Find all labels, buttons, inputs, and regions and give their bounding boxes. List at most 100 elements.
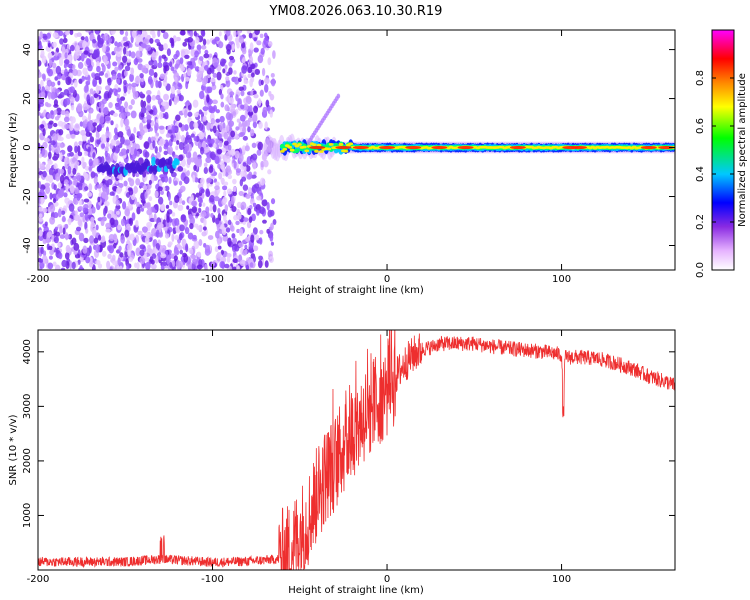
- spectrogram-noise-dot: [241, 65, 248, 74]
- spectrogram-noise-dot: [228, 120, 235, 128]
- spectrogram-noise-dot: [58, 252, 63, 260]
- spectrogram-noise-dot: [153, 213, 157, 223]
- spectrogram-noise-dot: [242, 184, 249, 191]
- spectrogram-noise-dot: [183, 109, 188, 119]
- snr-y-axis-title: SNR (10 * v/v): [8, 414, 19, 485]
- spectrogram-noise-dot: [130, 110, 137, 119]
- spectrogram-noise-dot: [159, 139, 164, 145]
- spectrogram-noise-dot: [270, 72, 275, 78]
- snr-y-ticks: 1000 2000 3000 4000: [22, 339, 675, 528]
- spectrogram-noise-dot: [57, 208, 62, 218]
- spectrogram-noise-dot: [76, 174, 82, 182]
- spectrogram-noise-dot: [185, 80, 189, 90]
- spectrogram-noise-dot: [180, 30, 186, 36]
- spectrogram-noise-dot: [175, 145, 179, 151]
- spectrogram-noise-dot: [62, 227, 66, 235]
- spectrogram-noise-dot: [46, 113, 53, 119]
- spectrogram-noise-dot: [217, 163, 221, 169]
- spectrogram-noise-dot: [83, 198, 90, 203]
- spectrogram-noise-dot: [206, 94, 210, 103]
- spectrogram-noise-dot: [177, 165, 184, 172]
- spectrogram-noise-dot: [226, 188, 233, 195]
- spectrogram-noise-dot: [222, 68, 226, 74]
- spectrogram-noise-dot: [174, 218, 180, 226]
- spectrogram-noise-dot: [76, 182, 80, 187]
- spectrogram-noise-dot: [162, 247, 166, 255]
- snr-x-axis-title: Height of straight line (km): [288, 585, 424, 596]
- spectrogram-noise-dot: [92, 79, 97, 88]
- spectrogram-noise-dot: [74, 187, 79, 195]
- spectrogram-noise-dot: [170, 86, 176, 95]
- spectrogram-noise-dot: [83, 237, 89, 244]
- spectrogram-noise-dot: [264, 260, 269, 268]
- spectrogram-noise-dot: [239, 228, 244, 237]
- spectrogram-noise-dot: [108, 101, 113, 109]
- spectrogram-noise-dot: [101, 235, 106, 242]
- spectrogram-noise-dot: [41, 55, 47, 64]
- spectrogram-noise-dot: [52, 32, 59, 38]
- spectrogram-noise-dot: [130, 146, 135, 154]
- spectrogram-noise-dot: [160, 30, 166, 34]
- spectrogram-x-ticks: -200 -100 0 100: [27, 30, 571, 285]
- spectrogram-noise-dot: [220, 101, 225, 108]
- spectrogram-noise-dot: [234, 150, 240, 159]
- spectrogram-noise-dot: [238, 36, 245, 44]
- spectrogram-noise-dot: [110, 154, 114, 162]
- spectrogram-noise-dot: [38, 71, 42, 78]
- spectrogram-noise-dot: [123, 79, 127, 86]
- spectrogram-noise-dot: [162, 261, 168, 267]
- spectrogram-noise-dot: [64, 223, 69, 229]
- spectrogram-noise-dot: [249, 78, 253, 88]
- spectrogram-noise-dot: [92, 38, 97, 44]
- spectrogram-noise-dot: [119, 105, 125, 114]
- spectrogram-noise-dot: [100, 63, 105, 68]
- spectrogram-noise-dot: [150, 136, 156, 142]
- spectrogram-noise-dot: [54, 264, 61, 270]
- spectrogram-noise-dot: [169, 200, 173, 206]
- spectrogram-noise-dot: [140, 43, 147, 48]
- spectrogram-noise-dot: [217, 207, 221, 215]
- spectrogram-noise-dot: [259, 206, 265, 215]
- spectrogram-noise-dot: [235, 126, 240, 131]
- spectrogram-noise-dot: [128, 104, 133, 110]
- spectrogram-noise-dot: [59, 91, 65, 98]
- spectrogram-noise-dot: [253, 47, 259, 53]
- spectrogram-noise-dot: [202, 38, 207, 46]
- main-trace-core: [279, 149, 285, 153]
- spectrogram-noise-dot: [199, 90, 205, 100]
- spectrogram-noise-dot: [93, 158, 99, 166]
- spectrogram-noise-dot: [209, 195, 215, 203]
- spectrogram-noise-dot: [218, 172, 223, 180]
- spectrogram-noise-dot: [123, 46, 127, 55]
- spectrogram-noise-dot: [50, 81, 56, 87]
- spectrogram-noise-dot: [137, 157, 144, 165]
- spectrogram-noise-dot: [252, 162, 257, 170]
- spectrogram-noise-dot: [124, 208, 131, 217]
- spectrogram-noise-dot: [173, 255, 179, 261]
- spectrogram-noise-dot: [102, 55, 108, 63]
- spectrogram-noise-dot: [70, 104, 75, 111]
- spectrogram-noise-dot: [260, 79, 264, 86]
- spectrogram-noise-dot: [63, 156, 70, 165]
- spectrogram-noise-dot: [120, 135, 125, 145]
- spectrogram-noise-dot: [237, 30, 241, 37]
- spectrogram-noise-dot: [41, 91, 46, 98]
- spectrogram-noise-dot: [113, 90, 118, 96]
- spectrogram-noise-dot: [202, 202, 206, 207]
- spectrogram-noise-dot: [247, 126, 251, 133]
- spectrogram-noise-dot: [178, 141, 185, 151]
- spectrogram-noise-dot: [42, 128, 46, 137]
- spectrogram-noise-dot: [157, 186, 163, 192]
- spectrogram-noise-dot: [159, 73, 166, 80]
- spectrogram-noise-dot: [140, 207, 145, 212]
- spectrogram-noise-dot: [224, 263, 230, 269]
- spectrogram-noise-dot: [233, 214, 239, 221]
- spectrogram-noise-dot: [42, 207, 48, 213]
- spectrogram-noise-dot: [200, 211, 207, 218]
- spectrogram-noise-dot: [146, 221, 153, 228]
- spectrogram-x-tick-label: -200: [27, 274, 50, 285]
- spectrogram-noise-dot: [51, 234, 55, 243]
- spectrogram-noise-dot: [160, 253, 167, 259]
- spectrogram-noise-dot: [194, 112, 199, 118]
- spectrogram-noise-dot: [241, 120, 248, 127]
